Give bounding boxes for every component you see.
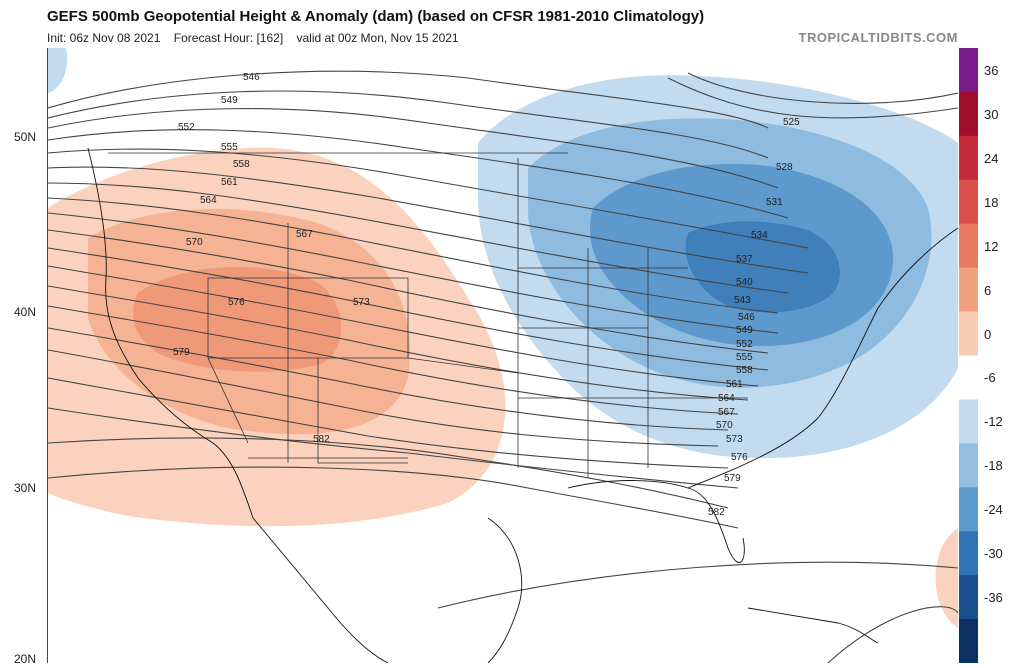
map-subtitle: Init: 06z Nov 08 2021 Forecast Hour: [16… [47, 31, 459, 45]
colorbar-segment [959, 487, 978, 532]
contour-label-561-west: 561 [221, 177, 238, 188]
site-watermark: TROPICALTIDBITS.COM [798, 30, 958, 45]
colorbar-label: 30 [984, 106, 999, 122]
contour-label-543-east: 543 [734, 295, 751, 306]
contour-label-570-east: 570 [716, 420, 733, 431]
colorbar-segment [959, 223, 978, 269]
colorbar-segment [959, 179, 978, 225]
colorbar-label: 24 [984, 150, 999, 166]
height-contours [48, 70, 958, 663]
contour-label-546-west: 546 [243, 72, 260, 83]
contour-label-525-east: 525 [783, 117, 800, 128]
colorbar-label: -6 [984, 370, 996, 386]
colorbar-label: 0 [984, 326, 992, 342]
cool-anomaly-deep [685, 221, 840, 313]
contour-label-576-east: 576 [731, 452, 748, 463]
contour-label-564-east: 564 [718, 393, 735, 404]
colorbar-label: -30 [984, 546, 1003, 562]
colorbar-segment [959, 267, 978, 313]
contour-label-558-west: 558 [233, 159, 250, 170]
colorbar-segment [959, 619, 978, 664]
contour-label-546-east: 546 [738, 312, 755, 323]
contour-label-561-east: 561 [726, 379, 743, 390]
contour-label-555-west: 555 [221, 142, 238, 153]
map-title: GEFS 500mb Geopotential Height & Anomaly… [47, 8, 705, 25]
contour-label-573-west: 573 [353, 297, 370, 308]
warm-anomaly-nw-edge [48, 48, 68, 93]
colorbar [959, 48, 978, 664]
contour-label-549-west: 549 [221, 95, 238, 106]
contour-label-579-west: 579 [173, 347, 190, 358]
valid-time: valid at 00z Mon, Nov 15 2021 [296, 31, 459, 45]
colorbar-label: -12 [984, 414, 1003, 430]
contour-label-573-east: 573 [726, 434, 743, 445]
contour-label-576-west: 576 [228, 297, 245, 308]
colorbar-segment [959, 355, 978, 400]
contour-label-537-east: 537 [736, 254, 753, 265]
colorbar-svg [959, 48, 978, 664]
contour-label-567-east: 567 [718, 407, 735, 418]
contour-label-540-east: 540 [736, 277, 753, 288]
colorbar-segment [959, 399, 978, 444]
colorbar-segment [959, 48, 978, 93]
colorbar-segment [959, 91, 978, 137]
lat-label-20n: 20N [14, 652, 37, 666]
colorbar-label: 6 [984, 282, 992, 298]
contour-label-582-west: 582 [313, 434, 330, 445]
contour-label-549-east: 549 [736, 325, 753, 336]
contour-label-528-east: 528 [776, 162, 793, 173]
colorbar-label: -36 [984, 590, 1003, 606]
warm-anomaly-east-edge [935, 528, 958, 628]
contour-label-552-east: 552 [736, 339, 753, 350]
contour-label-531-east: 531 [766, 197, 783, 208]
forecast-hour: Forecast Hour: [162] [173, 31, 284, 45]
colorbar-segment [959, 443, 978, 488]
lat-label-50n: 50N [14, 130, 37, 144]
map-panel: 525 528 531 534 537 540 543 546 546 549 549 552 552 5… [47, 48, 958, 663]
init-time: Init: 06z Nov 08 2021 [47, 31, 161, 45]
political-borders [108, 152, 748, 478]
colorbar-label: 18 [984, 194, 999, 210]
contour-label-567-west: 567 [296, 229, 313, 240]
contour-label-570-west: 570 [186, 237, 203, 248]
contour-label-555-east: 555 [736, 352, 753, 363]
coastlines [87, 147, 958, 663]
colorbar-label: -24 [984, 502, 1003, 518]
contour-label-579-east: 579 [724, 473, 741, 484]
colorbar-label: 12 [984, 238, 999, 254]
contour-label-552-west: 552 [178, 122, 195, 133]
contour-label-558-east: 558 [736, 365, 753, 376]
colorbar-segment [959, 531, 978, 576]
colorbar-label: -18 [984, 458, 1003, 474]
contour-label-582-east: 582 [708, 507, 725, 518]
colorbar-segment [959, 575, 978, 620]
lat-label-40n: 40N [14, 305, 37, 319]
contour-label-564-west: 564 [200, 195, 217, 206]
colorbar-segment [959, 311, 978, 356]
colorbar-segment [959, 135, 978, 181]
lat-label-30n: 30N [14, 481, 37, 495]
map-svg [48, 48, 958, 663]
contour-label-534-east: 534 [751, 230, 768, 241]
colorbar-label: 36 [984, 62, 999, 78]
